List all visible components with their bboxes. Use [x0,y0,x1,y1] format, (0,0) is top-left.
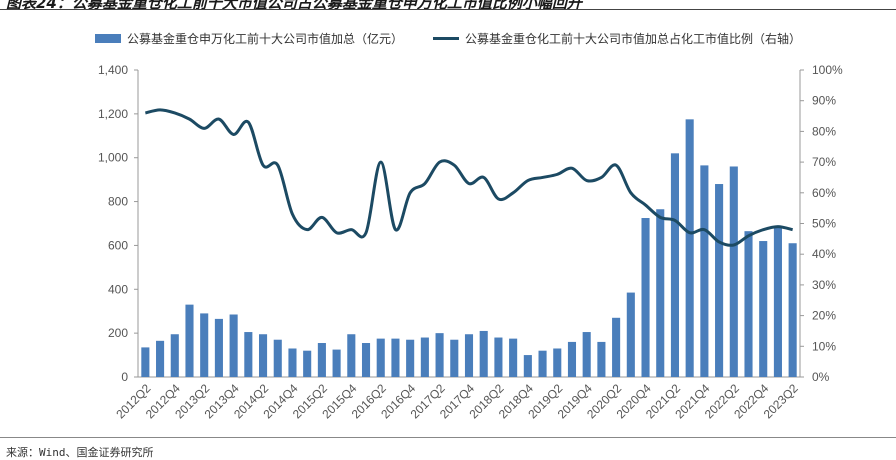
y-tick-label-left: 800 [108,195,128,209]
bar-2016Q2 [376,338,385,377]
bar-2021Q3 [685,119,694,377]
bar-2021Q1 [656,209,665,377]
bar-2018Q2 [494,337,503,377]
bar-2014Q4 [288,348,297,377]
y-tick-label-right: 50% [812,217,836,231]
bar-2017Q1 [420,337,429,377]
y-tick-label-right: 70% [812,155,836,169]
bar-2013Q2 [200,313,209,377]
bar-2019Q3 [567,341,577,377]
source-divider [0,437,896,438]
bar-2017Q3 [450,339,459,377]
bar-2012Q4 [170,334,179,377]
y-tick-label-right: 40% [812,247,836,261]
bar-2013Q1 [185,304,194,377]
bar-2023Q1 [773,227,782,377]
bar-2017Q4 [464,334,474,377]
bar-2012Q2 [141,347,150,377]
y-tick-label-right: 100% [812,63,843,77]
y-tick-label-left: 1,200 [98,107,128,121]
bar-2017Q2 [435,333,444,377]
bar-2014Q2 [258,334,268,377]
y-tick-label-right: 10% [812,339,836,353]
bar-2022Q2 [729,166,738,377]
bar-2012Q3 [156,340,165,377]
bar-2016Q4 [406,339,415,377]
y-tick-label-right: 0% [812,370,830,384]
bar-2016Q1 [361,343,371,377]
y-tick-label-right: 60% [812,186,836,200]
bar-2019Q1 [538,350,547,377]
bar-2019Q4 [582,332,591,377]
bar-2015Q1 [303,350,312,377]
legend-item-line: 公募基金重仓化工前十大公司市值加总占化工市值比例（右轴） [433,30,801,47]
y-tick-label-right: 30% [812,278,836,292]
legend-label-line: 公募基金重仓化工前十大公司市值加总占化工市值比例（右轴） [465,32,802,46]
y-tick-label-right: 20% [812,309,836,323]
legend-swatch-bar [94,34,121,43]
bar-2015Q2 [317,343,326,377]
title-divider [0,9,896,10]
legend-label-bar: 公募基金重仓申万化工前十大公司市值加总（亿元） [126,32,403,46]
bar-2022Q1 [715,184,724,377]
line-series-ratio [145,108,793,247]
y-tick-label-left: 400 [108,282,128,296]
bar-2013Q3 [214,318,223,377]
y-tick-label-left: 0 [121,370,128,384]
bar-2015Q4 [347,334,356,377]
bar-2020Q1 [597,341,606,377]
bar-2015Q3 [332,349,341,377]
legend-item-bar: 公募基金重仓申万化工前十大公司市值加总（亿元） [94,30,403,47]
bar-2023Q2 [788,243,797,377]
bar-2018Q4 [523,355,532,377]
bar-2016Q3 [391,338,400,377]
y-tick-label-right: 80% [812,124,836,138]
bar-2020Q4 [641,218,650,377]
y-tick-label-left: 1,000 [98,151,128,165]
y-tick-label-right: 90% [812,94,836,108]
source-note: 来源：Wind、国金证券研究所 [6,446,154,459]
bar-2022Q4 [759,241,768,377]
chart-legend: 公募基金重仓申万化工前十大公司市值加总（亿元） 公募基金重仓化工前十大公司市值加… [0,30,896,47]
bar-2014Q1 [244,332,253,377]
bar-2021Q4 [700,165,709,377]
bar-2013Q4 [229,314,238,377]
bar-2018Q3 [509,338,518,377]
bar-2020Q2 [612,317,621,377]
y-tick-label-left: 600 [108,238,128,252]
bar-2014Q3 [273,339,282,377]
bar-2020Q3 [626,292,635,377]
bar-2019Q2 [553,348,562,377]
legend-swatch-line [433,37,459,40]
y-tick-label-left: 1,400 [98,63,128,77]
bar-2022Q3 [744,231,753,377]
bar-2018Q1 [479,330,488,377]
y-tick-label-left: 200 [108,326,128,340]
bar-2021Q2 [670,153,680,377]
